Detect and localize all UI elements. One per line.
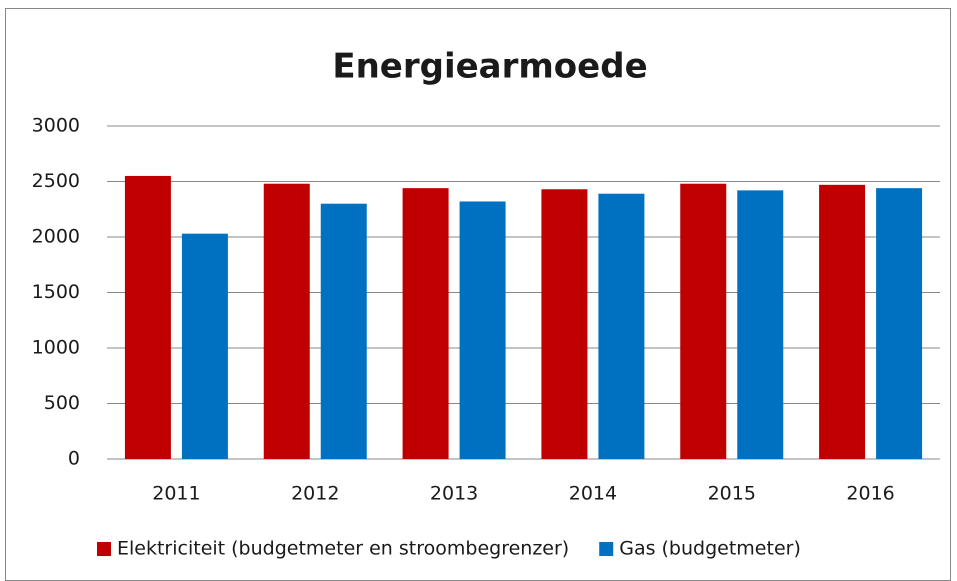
bar (598, 193, 645, 459)
x-tick-label: 2016 (846, 483, 894, 505)
bar (263, 183, 310, 459)
bar (459, 201, 506, 460)
y-tick-label: 500 (44, 392, 80, 414)
bar (320, 203, 367, 459)
bar (680, 183, 727, 459)
legend-swatch (599, 542, 614, 556)
y-tick-label: 0 (68, 448, 80, 470)
bar (402, 188, 449, 459)
legend-label: Gas (budgetmeter) (619, 538, 801, 560)
bar (181, 233, 228, 459)
y-tick-label: 3000 (32, 115, 80, 137)
y-tick-label: 2000 (32, 226, 80, 248)
bar (819, 184, 866, 459)
y-tick-label: 1500 (32, 281, 80, 303)
legend-label: Elektriciteit (budgetmeter en stroombegr… (117, 538, 569, 560)
x-tick-label: 2015 (708, 483, 756, 505)
x-tick-label: 2011 (152, 483, 200, 505)
bar (876, 188, 923, 459)
x-tick-label: 2014 (569, 483, 617, 505)
chart-title: Energiearmoede (332, 47, 647, 87)
x-tick-label: 2013 (430, 483, 478, 505)
bar (124, 175, 171, 459)
bar (541, 189, 588, 459)
x-tick-label: 2012 (291, 483, 339, 505)
y-tick-label: 2500 (32, 170, 80, 192)
y-tick-label: 1000 (32, 337, 80, 359)
legend-swatch (97, 542, 111, 556)
bar (737, 190, 784, 459)
